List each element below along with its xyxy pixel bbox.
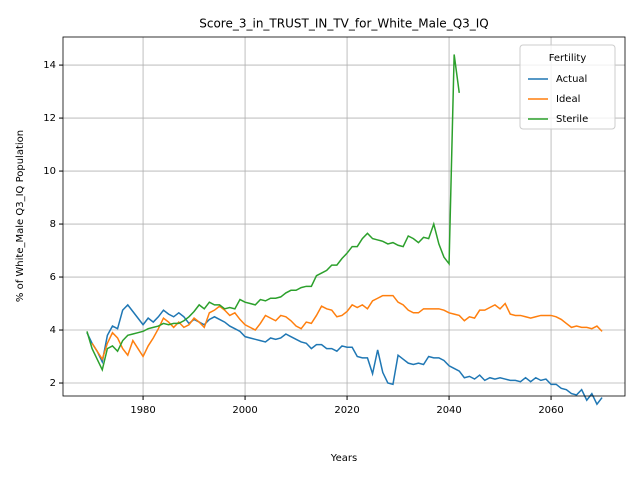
x-tick-label: 1980 xyxy=(130,405,155,416)
legend-box xyxy=(519,44,616,130)
x-tick-label: 2060 xyxy=(538,405,563,416)
y-tick-label: 8 xyxy=(50,219,56,230)
line-series xyxy=(86,54,460,372)
x-axis-label: Years xyxy=(330,453,357,464)
legend-label: Ideal xyxy=(556,94,580,105)
line-series xyxy=(86,303,603,406)
legend-label: Sterile xyxy=(556,114,588,125)
y-axis-label: % of White_Male Q3_IQ Population xyxy=(15,130,26,302)
y-tick-label: 10 xyxy=(43,166,56,177)
plot-frame xyxy=(62,36,626,397)
y-tick-label: 2 xyxy=(50,378,56,389)
y-tick-label: 4 xyxy=(50,325,56,336)
y-tick-label: 12 xyxy=(43,113,56,124)
legend-label: Actual xyxy=(556,74,587,85)
x-tick-label: 2040 xyxy=(436,405,461,416)
y-tick-label: 6 xyxy=(50,272,56,283)
x-tick-label: 2020 xyxy=(334,405,359,416)
chart-title: Score_3_in_TRUST_IN_TV_for_White_Male_Q3… xyxy=(199,17,489,31)
x-tick-label: 2000 xyxy=(232,405,257,416)
legend-title: Fertility xyxy=(549,53,587,64)
y-tick-label: 14 xyxy=(43,60,56,71)
